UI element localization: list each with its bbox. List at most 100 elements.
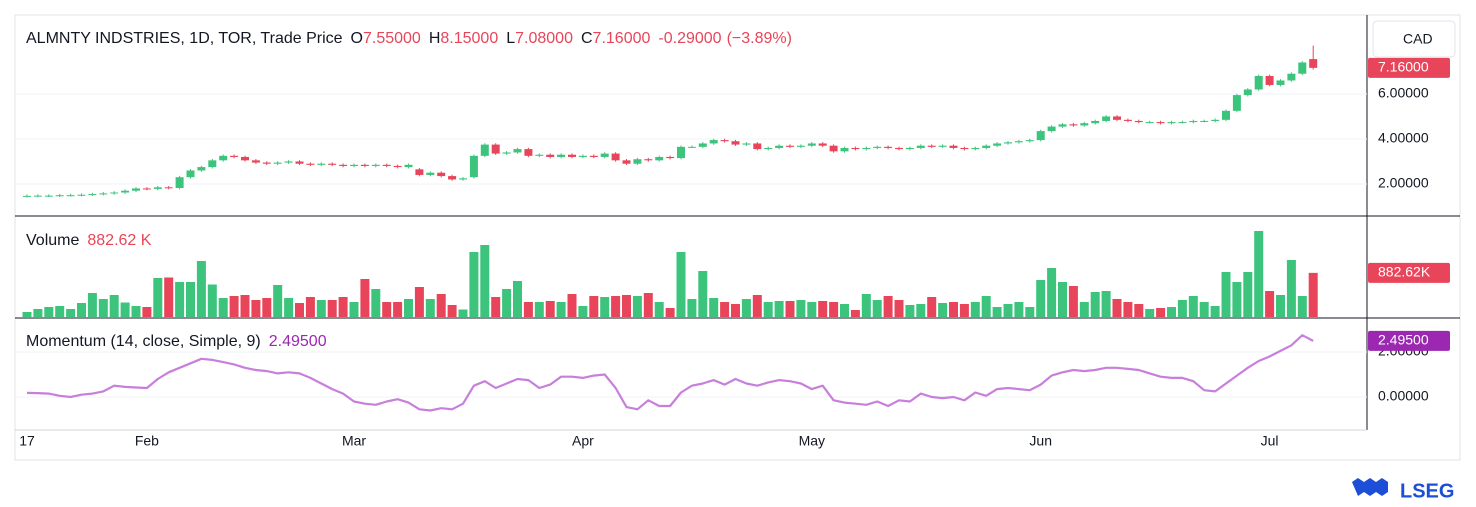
candle-body xyxy=(1254,75,1263,90)
volume-bar xyxy=(1286,260,1296,317)
volume-bar xyxy=(66,309,76,317)
volume-bar xyxy=(1003,304,1013,317)
volume-bar xyxy=(763,302,773,317)
volume-bar xyxy=(818,301,828,317)
candle-body xyxy=(295,161,304,164)
candle-body xyxy=(960,147,969,150)
candle-body xyxy=(110,192,119,194)
volume-bar xyxy=(752,295,762,317)
candle-body xyxy=(1178,122,1187,124)
volume-title: Volume xyxy=(26,232,79,249)
candle-body xyxy=(360,164,369,166)
candle-body xyxy=(568,154,576,157)
volume-bar xyxy=(1297,296,1307,317)
volume-bar xyxy=(1199,302,1209,317)
volume-bar xyxy=(665,308,675,317)
candle-body xyxy=(284,161,293,163)
volume-bar xyxy=(218,298,228,317)
volume-bar xyxy=(458,309,468,317)
candle-body xyxy=(153,187,162,189)
volume-bar xyxy=(1167,307,1176,317)
candle-body xyxy=(557,154,566,157)
volume-bar xyxy=(196,261,206,317)
y-tick-label: 4.00000 xyxy=(1378,130,1429,146)
volume-bar xyxy=(153,278,163,317)
candle-body xyxy=(884,146,893,148)
currency-box[interactable] xyxy=(1372,20,1456,58)
candle-body xyxy=(1025,140,1034,142)
candle-body xyxy=(251,160,260,163)
volume-bar xyxy=(404,299,413,317)
volume-bar xyxy=(33,309,43,317)
volume-bar xyxy=(175,282,185,317)
volume-bar xyxy=(425,299,435,317)
candle-body xyxy=(1134,120,1143,123)
volume-bar xyxy=(589,296,599,317)
volume-bar xyxy=(502,289,512,317)
candle-body xyxy=(66,195,75,197)
volume-bar xyxy=(513,281,522,317)
candle-body xyxy=(175,177,184,189)
candle-body xyxy=(851,147,860,150)
candle-body xyxy=(698,143,707,147)
volume-bar xyxy=(1036,280,1046,317)
candle-body xyxy=(644,159,653,161)
candle-body xyxy=(840,147,849,152)
volume-bar xyxy=(77,303,86,317)
volume-bar xyxy=(447,305,457,317)
volume-bar xyxy=(785,301,795,317)
volume-bar xyxy=(349,302,359,317)
candle-body xyxy=(731,141,740,145)
volume-bar xyxy=(687,299,697,317)
candle-body xyxy=(589,155,598,157)
volume-bar xyxy=(981,296,991,317)
candle-body xyxy=(393,165,402,168)
volume-bar xyxy=(959,304,969,317)
candle-body xyxy=(306,163,315,165)
volume-bar xyxy=(1177,300,1187,317)
volume-bar xyxy=(273,285,283,317)
volume-legend: Volume 882.62 K xyxy=(26,232,152,249)
volume-bar xyxy=(523,302,533,317)
candle-body xyxy=(1232,95,1241,111)
candle-body xyxy=(1309,59,1318,68)
momentum-tag: 2.49500 xyxy=(1378,332,1429,348)
volume-bar xyxy=(469,252,479,317)
ohlc-value: 8.15000 xyxy=(440,30,498,47)
volume-bar xyxy=(938,303,948,317)
candle-body xyxy=(1189,120,1198,123)
candle-body xyxy=(317,163,326,165)
volume-bar xyxy=(109,295,119,317)
volume-bar xyxy=(1134,304,1144,317)
volume-bar xyxy=(545,301,555,317)
volume-bar xyxy=(600,297,610,317)
candle-body xyxy=(1069,124,1078,126)
candle-body xyxy=(55,195,64,197)
volume-bar xyxy=(360,279,370,317)
last-price-tag: 7.16000 xyxy=(1378,59,1429,75)
volume-bar xyxy=(556,302,566,317)
candle-body xyxy=(753,143,762,150)
volume-bar xyxy=(327,300,337,317)
candle-body xyxy=(862,147,871,150)
candle-body xyxy=(142,188,151,190)
volume-bar xyxy=(720,302,730,317)
candle-body xyxy=(1036,131,1045,141)
candle-body xyxy=(971,147,980,150)
momentum-tag-bg xyxy=(1368,330,1450,351)
x-tick-label: May xyxy=(799,433,825,449)
volume-bar xyxy=(295,303,304,317)
candle-body xyxy=(949,145,958,148)
volume-bar xyxy=(840,304,849,317)
candle-body xyxy=(350,164,358,166)
candle-body xyxy=(905,147,914,150)
candle-body xyxy=(764,147,773,150)
volume-bar xyxy=(262,298,272,317)
volume-bar xyxy=(567,294,577,317)
volume-bar xyxy=(142,307,152,317)
momentum-legend: Momentum (14, close, Simple, 9) 2.49500 xyxy=(26,333,327,350)
x-tick-label: Apr xyxy=(572,433,594,449)
candle-body xyxy=(1211,119,1220,121)
candle-body xyxy=(1145,122,1154,124)
candle-body xyxy=(895,147,903,150)
